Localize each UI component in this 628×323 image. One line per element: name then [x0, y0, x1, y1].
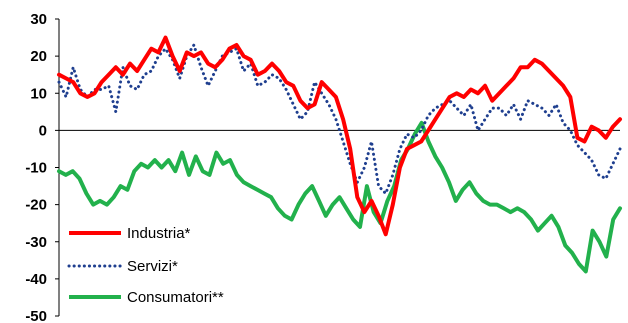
legend: Industria* Servizi* Consumatori**	[67, 225, 224, 306]
series-line-industria	[57, 35, 622, 237]
y-tick-label: 10	[30, 85, 47, 102]
y-tick-label: -50	[25, 308, 47, 323]
y-tick-label: -20	[25, 197, 47, 214]
y-tick-label: -40	[25, 271, 47, 288]
legend-label: Industria*	[127, 225, 191, 242]
legend-label: Servizi*	[127, 258, 178, 275]
series-line-servizi	[57, 43, 622, 195]
y-axis-ticks: 30 20 10 0 -10 -20 -30 -40 -50	[25, 11, 59, 323]
y-tick-label: 30	[30, 11, 47, 28]
y-tick-label: 20	[30, 48, 47, 65]
y-tick-label: 0	[39, 122, 47, 139]
legend-label: Consumatori**	[127, 289, 224, 306]
y-tick-label: -10	[25, 160, 47, 177]
y-tick-label: -30	[25, 234, 47, 251]
series-layer	[57, 35, 622, 274]
series-line-consumatori	[57, 120, 622, 274]
